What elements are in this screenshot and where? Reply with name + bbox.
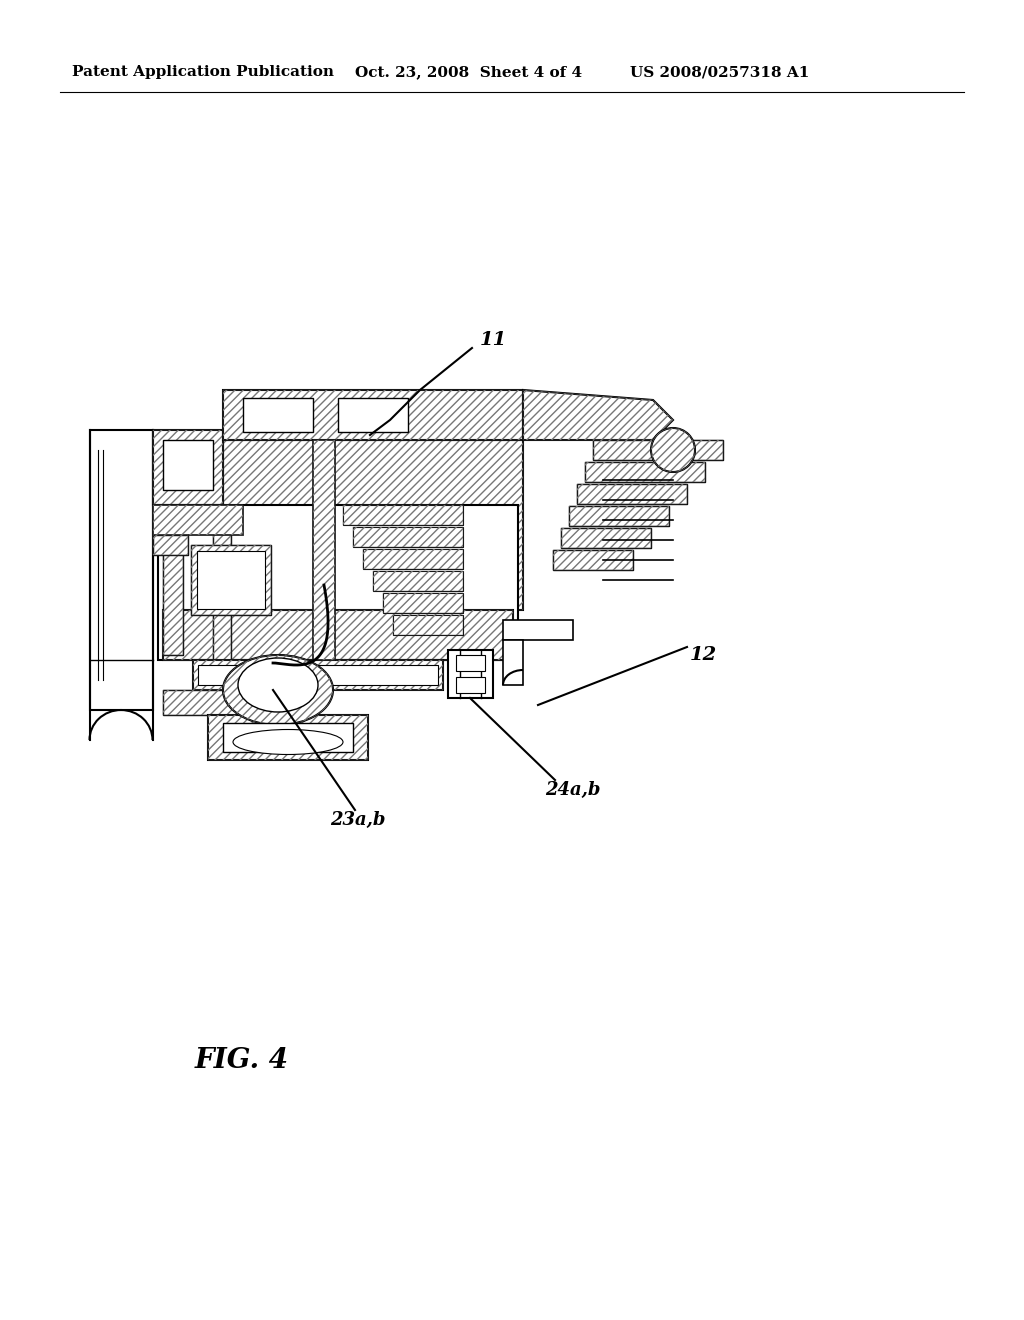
Bar: [577, 484, 687, 504]
Polygon shape: [523, 389, 673, 440]
Bar: [153, 506, 243, 535]
Bar: [213, 506, 231, 690]
Bar: [393, 615, 463, 635]
Bar: [569, 506, 669, 525]
Bar: [223, 440, 523, 610]
Bar: [223, 389, 523, 440]
Bar: [163, 610, 513, 660]
Bar: [208, 715, 368, 760]
Bar: [373, 572, 463, 591]
Bar: [373, 572, 463, 591]
Bar: [191, 545, 271, 615]
Bar: [569, 506, 669, 525]
Bar: [90, 430, 153, 710]
Bar: [593, 440, 723, 459]
Bar: [362, 549, 463, 569]
Bar: [193, 660, 443, 690]
Bar: [153, 535, 188, 554]
Bar: [393, 615, 463, 635]
Bar: [153, 430, 223, 506]
Bar: [163, 610, 513, 660]
Bar: [193, 660, 443, 690]
Bar: [213, 506, 231, 690]
Bar: [593, 440, 723, 459]
Bar: [585, 462, 705, 482]
Bar: [561, 528, 651, 548]
Circle shape: [651, 428, 695, 473]
Bar: [163, 690, 243, 715]
Bar: [383, 593, 463, 612]
Bar: [343, 506, 463, 525]
Bar: [208, 715, 368, 760]
Ellipse shape: [223, 655, 333, 725]
Ellipse shape: [233, 730, 343, 755]
Bar: [163, 440, 213, 490]
Text: 24a,b: 24a,b: [545, 781, 600, 799]
Text: FIG. 4: FIG. 4: [195, 1047, 289, 1073]
Bar: [343, 506, 463, 525]
Bar: [163, 510, 183, 655]
Text: 12: 12: [690, 645, 717, 664]
Bar: [197, 550, 265, 609]
Bar: [553, 550, 633, 570]
Bar: [353, 527, 463, 546]
Bar: [503, 620, 573, 640]
Bar: [158, 506, 518, 660]
Bar: [223, 723, 353, 752]
Bar: [163, 510, 183, 655]
Text: Patent Application Publication: Patent Application Publication: [72, 65, 334, 79]
Bar: [313, 440, 335, 660]
Bar: [338, 399, 408, 432]
Text: 23a,b: 23a,b: [330, 810, 385, 829]
Bar: [153, 430, 223, 506]
Bar: [153, 506, 243, 535]
Bar: [561, 528, 651, 548]
Bar: [362, 549, 463, 569]
Bar: [456, 677, 485, 693]
Text: 11: 11: [480, 331, 507, 348]
Bar: [585, 462, 705, 482]
Bar: [153, 535, 188, 554]
Bar: [223, 440, 523, 610]
Bar: [191, 545, 271, 615]
Bar: [456, 655, 485, 671]
Bar: [243, 399, 313, 432]
Bar: [553, 550, 633, 570]
Bar: [577, 484, 687, 504]
Ellipse shape: [238, 657, 318, 711]
Text: US 2008/0257318 A1: US 2008/0257318 A1: [630, 65, 809, 79]
Bar: [503, 640, 523, 685]
Bar: [449, 649, 493, 698]
Bar: [313, 440, 335, 660]
Bar: [198, 665, 438, 685]
Bar: [223, 389, 523, 440]
Bar: [163, 690, 243, 715]
Bar: [353, 527, 463, 546]
Text: Oct. 23, 2008  Sheet 4 of 4: Oct. 23, 2008 Sheet 4 of 4: [355, 65, 582, 79]
Bar: [383, 593, 463, 612]
